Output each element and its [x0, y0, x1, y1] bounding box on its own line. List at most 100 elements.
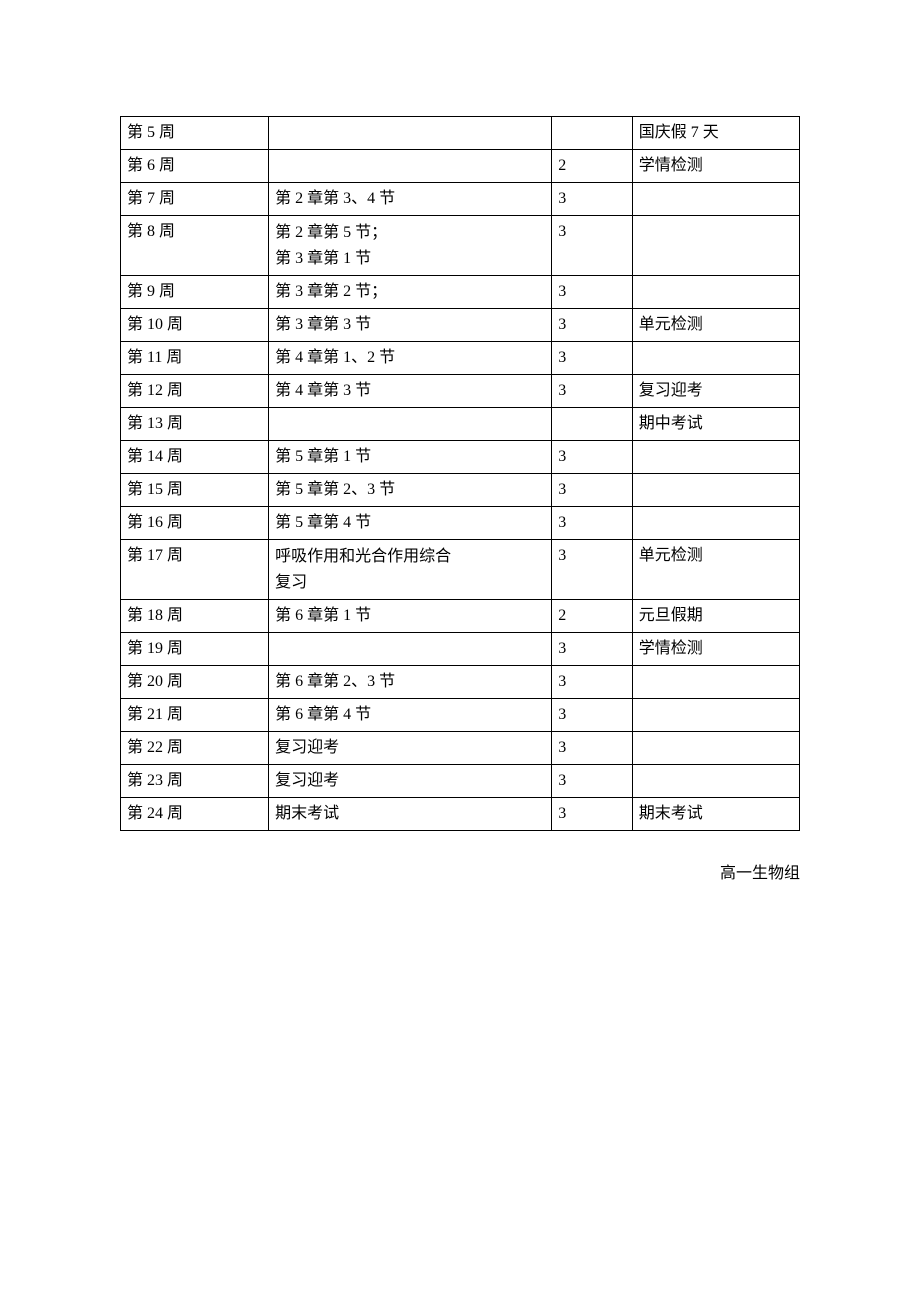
note-cell: 学情检测: [632, 150, 799, 183]
note-cell: 元旦假期: [632, 600, 799, 633]
count-cell: 3: [552, 441, 633, 474]
week-cell: 第 21 周: [121, 699, 269, 732]
note-cell: 单元检测: [632, 309, 799, 342]
note-cell: [632, 276, 799, 309]
content-cell: 呼吸作用和光合作用综合复习: [269, 540, 552, 600]
table-row: 第 10 周第 3 章第 3 节3单元检测: [121, 309, 800, 342]
count-cell: 3: [552, 666, 633, 699]
count-cell: 3: [552, 507, 633, 540]
content-cell: 第 2 章第 3、4 节: [269, 183, 552, 216]
note-cell: [632, 216, 799, 276]
note-cell: 学情检测: [632, 633, 799, 666]
content-cell: 第 5 章第 2、3 节: [269, 474, 552, 507]
week-cell: 第 23 周: [121, 765, 269, 798]
week-cell: 第 9 周: [121, 276, 269, 309]
content-cell: 第 6 章第 2、3 节: [269, 666, 552, 699]
count-cell: 3: [552, 765, 633, 798]
week-cell: 第 17 周: [121, 540, 269, 600]
week-cell: 第 19 周: [121, 633, 269, 666]
content-cell: 复习迎考: [269, 765, 552, 798]
count-cell: 2: [552, 600, 633, 633]
content-cell: 期末考试: [269, 798, 552, 831]
table-row: 第 17 周呼吸作用和光合作用综合复习3单元检测: [121, 540, 800, 600]
content-cell: 复习迎考: [269, 732, 552, 765]
week-cell: 第 5 周: [121, 117, 269, 150]
week-cell: 第 14 周: [121, 441, 269, 474]
count-cell: 3: [552, 309, 633, 342]
table-row: 第 14 周第 5 章第 1 节3: [121, 441, 800, 474]
table-row: 第 11 周第 4 章第 1、2 节3: [121, 342, 800, 375]
count-cell: 3: [552, 732, 633, 765]
content-cell: 第 2 章第 5 节；第 3 章第 1 节: [269, 216, 552, 276]
table-row: 第 12 周第 4 章第 3 节3复习迎考: [121, 375, 800, 408]
week-cell: 第 12 周: [121, 375, 269, 408]
week-cell: 第 16 周: [121, 507, 269, 540]
note-cell: [632, 441, 799, 474]
content-cell: 第 6 章第 4 节: [269, 699, 552, 732]
table-row: 第 21 周第 6 章第 4 节3: [121, 699, 800, 732]
table-row: 第 6 周 2学情检测: [121, 150, 800, 183]
note-cell: [632, 183, 799, 216]
content-cell: 第 5 章第 4 节: [269, 507, 552, 540]
count-cell: 3: [552, 474, 633, 507]
week-cell: 第 18 周: [121, 600, 269, 633]
table-row: 第 5 周 国庆假 7 天: [121, 117, 800, 150]
content-cell: [269, 408, 552, 441]
week-cell: 第 10 周: [121, 309, 269, 342]
note-cell: [632, 507, 799, 540]
count-cell: 3: [552, 633, 633, 666]
note-cell: [632, 699, 799, 732]
table-row: 第 9 周第 3 章第 2 节；3: [121, 276, 800, 309]
count-cell: 3: [552, 798, 633, 831]
count-cell: 2: [552, 150, 633, 183]
table-row: 第 8 周第 2 章第 5 节；第 3 章第 1 节3: [121, 216, 800, 276]
week-cell: 第 8 周: [121, 216, 269, 276]
note-cell: [632, 342, 799, 375]
signature-text: 高一生物组: [120, 859, 880, 883]
table-row: 第 16 周第 5 章第 4 节3: [121, 507, 800, 540]
table-row: 第 23 周复习迎考3: [121, 765, 800, 798]
count-cell: 3: [552, 276, 633, 309]
schedule-table: 第 5 周国庆假 7 天第 6 周2学情检测第 7 周第 2 章第 3、4 节3…: [120, 116, 800, 831]
table-row: 第 20 周第 6 章第 2、3 节3: [121, 666, 800, 699]
table-row: 第 19 周 3学情检测: [121, 633, 800, 666]
content-cell: [269, 633, 552, 666]
content-cell: 第 4 章第 1、2 节: [269, 342, 552, 375]
count-cell: [552, 408, 633, 441]
note-cell: [632, 765, 799, 798]
table-row: 第 18 周第 6 章第 1 节2元旦假期: [121, 600, 800, 633]
note-cell: 期末考试: [632, 798, 799, 831]
content-cell: 第 6 章第 1 节: [269, 600, 552, 633]
week-cell: 第 20 周: [121, 666, 269, 699]
count-cell: 3: [552, 183, 633, 216]
week-cell: 第 6 周: [121, 150, 269, 183]
note-cell: 国庆假 7 天: [632, 117, 799, 150]
count-cell: 3: [552, 375, 633, 408]
content-cell: 第 3 章第 3 节: [269, 309, 552, 342]
note-cell: [632, 666, 799, 699]
note-cell: 期中考试: [632, 408, 799, 441]
content-cell: [269, 150, 552, 183]
note-cell: [632, 732, 799, 765]
note-cell: 单元检测: [632, 540, 799, 600]
table-row: 第 13 周 期中考试: [121, 408, 800, 441]
count-cell: 3: [552, 540, 633, 600]
count-cell: [552, 117, 633, 150]
week-cell: 第 7 周: [121, 183, 269, 216]
content-cell: [269, 117, 552, 150]
week-cell: 第 11 周: [121, 342, 269, 375]
note-cell: [632, 474, 799, 507]
table-row: 第 15 周第 5 章第 2、3 节3: [121, 474, 800, 507]
week-cell: 第 24 周: [121, 798, 269, 831]
note-cell: 复习迎考: [632, 375, 799, 408]
content-cell: 第 3 章第 2 节；: [269, 276, 552, 309]
table-row: 第 7 周第 2 章第 3、4 节3: [121, 183, 800, 216]
week-cell: 第 22 周: [121, 732, 269, 765]
content-cell: 第 5 章第 1 节: [269, 441, 552, 474]
table-row: 第 22 周复习迎考3: [121, 732, 800, 765]
count-cell: 3: [552, 699, 633, 732]
week-cell: 第 13 周: [121, 408, 269, 441]
count-cell: 3: [552, 216, 633, 276]
content-cell: 第 4 章第 3 节: [269, 375, 552, 408]
count-cell: 3: [552, 342, 633, 375]
